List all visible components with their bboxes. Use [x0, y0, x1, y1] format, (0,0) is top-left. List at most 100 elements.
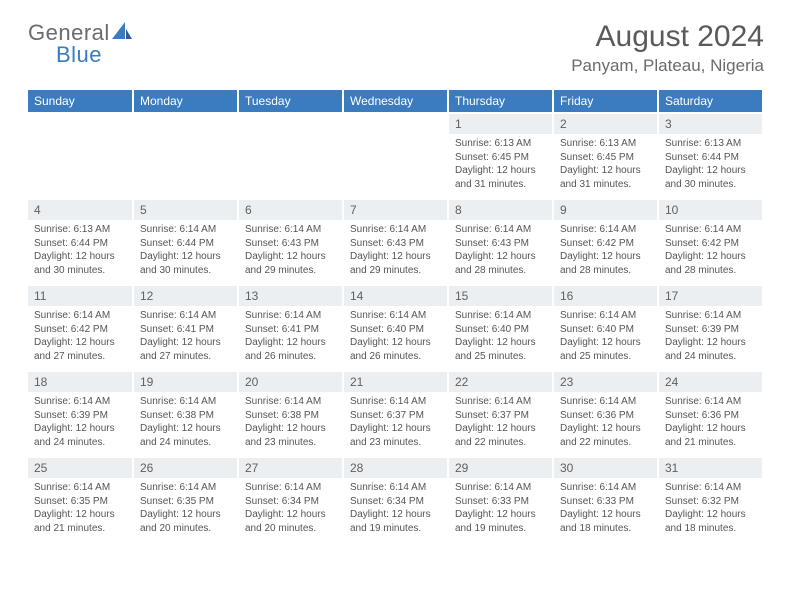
weekday-header: Monday: [133, 90, 238, 112]
calendar-body: 1Sunrise: 6:13 AMSunset: 6:45 PMDaylight…: [28, 112, 763, 542]
weekday-header-row: SundayMondayTuesdayWednesdayThursdayFrid…: [28, 90, 763, 112]
sunset-line: Sunset: 6:37 PM: [455, 409, 546, 423]
sunrise-line: Sunrise: 6:13 AM: [34, 223, 126, 237]
daylight-line: Daylight: 12 hours and 25 minutes.: [455, 336, 546, 363]
day-number: 22: [449, 370, 552, 392]
day-number: 20: [239, 370, 342, 392]
day-number: 13: [239, 284, 342, 306]
calendar-empty-cell: [133, 112, 238, 198]
calendar-day-cell: 23Sunrise: 6:14 AMSunset: 6:36 PMDayligh…: [553, 370, 658, 456]
daylight-line: Daylight: 12 hours and 26 minutes.: [245, 336, 336, 363]
month-title: August 2024: [571, 20, 764, 54]
sunset-line: Sunset: 6:42 PM: [34, 323, 126, 337]
daylight-line: Daylight: 12 hours and 31 minutes.: [455, 164, 546, 191]
day-number: 28: [344, 456, 447, 478]
day-number: 26: [134, 456, 237, 478]
calendar-day-cell: 25Sunrise: 6:14 AMSunset: 6:35 PMDayligh…: [28, 456, 133, 542]
calendar-day-cell: 11 Sunrise: 6:14 AMSunset: 6:42 PMDayligh…: [28, 284, 133, 370]
day-number: 15: [449, 284, 552, 306]
sunrise-line: Sunrise: 6:14 AM: [455, 395, 546, 409]
calendar-day-cell: 17Sunrise: 6:14 AMSunset: 6:39 PMDayligh…: [658, 284, 763, 370]
sunset-line: Sunset: 6:39 PM: [665, 323, 756, 337]
calendar-day-cell: 1Sunrise: 6:13 AMSunset: 6:45 PMDaylight…: [448, 112, 553, 198]
daylight-line: Daylight: 12 hours and 21 minutes.: [34, 508, 126, 535]
weekday-header: Saturday: [658, 90, 763, 112]
day-number: 2: [554, 112, 657, 134]
calendar-day-cell: 15Sunrise: 6:14 AMSunset: 6:40 PMDayligh…: [448, 284, 553, 370]
brand-logo: General Blue: [28, 20, 134, 46]
location-text: Panyam, Plateau, Nigeria: [571, 56, 764, 76]
calendar-day-cell: 13Sunrise: 6:14 AMSunset: 6:41 PMDayligh…: [238, 284, 343, 370]
day-number: 21: [344, 370, 447, 392]
sunrise-line: Sunrise: 6:14 AM: [140, 223, 231, 237]
daylight-line: Daylight: 12 hours and 24 minutes.: [34, 422, 126, 449]
sunset-line: Sunset: 6:40 PM: [560, 323, 651, 337]
day-number: 30: [554, 456, 657, 478]
sunset-line: Sunset: 6:36 PM: [560, 409, 651, 423]
calendar-day-cell: 19Sunrise: 6:14 AMSunset: 6:38 PMDayligh…: [133, 370, 238, 456]
daylight-line: Daylight: 12 hours and 26 minutes.: [350, 336, 441, 363]
sunrise-line: Sunrise: 6:13 AM: [455, 137, 546, 151]
day-number: 19: [134, 370, 237, 392]
day-number: 11: [28, 284, 132, 306]
sunset-line: Sunset: 6:34 PM: [350, 495, 441, 509]
sunrise-line: Sunrise: 6:14 AM: [560, 395, 651, 409]
day-number: 31: [659, 456, 762, 478]
calendar-week-row: 11Sunrise: 6:14 AMSunset: 6:42 PMDayligh…: [28, 284, 763, 370]
day-number: 8: [449, 198, 552, 220]
sunset-line: Sunset: 6:41 PM: [140, 323, 231, 337]
calendar-day-cell: 2Sunrise: 6:13 AMSunset: 6:45 PMDaylight…: [553, 112, 658, 198]
calendar-day-cell: 30Sunrise: 6:14 AMSunset: 6:33 PMDayligh…: [553, 456, 658, 542]
calendar-week-row: 4Sunrise: 6:13 AMSunset: 6:44 PMDaylight…: [28, 198, 763, 284]
calendar-day-cell: 16Sunrise: 6:14 AMSunset: 6:40 PMDayligh…: [553, 284, 658, 370]
daylight-line: Daylight: 12 hours and 24 minutes.: [665, 336, 756, 363]
calendar-day-cell: 28Sunrise: 6:14 AMSunset: 6:34 PMDayligh…: [343, 456, 448, 542]
sunset-line: Sunset: 6:43 PM: [350, 237, 441, 251]
day-number: 6: [239, 198, 342, 220]
calendar-day-cell: 6Sunrise: 6:14 AMSunset: 6:43 PMDaylight…: [238, 198, 343, 284]
sunset-line: Sunset: 6:44 PM: [34, 237, 126, 251]
day-number: 14: [344, 284, 447, 306]
calendar-page: General Blue August 2024 Panyam, Plateau…: [0, 0, 792, 552]
calendar-day-cell: 14Sunrise: 6:14 AMSunset: 6:40 PMDayligh…: [343, 284, 448, 370]
sunrise-line: Sunrise: 6:14 AM: [34, 309, 126, 323]
sunrise-line: Sunrise: 6:14 AM: [455, 481, 546, 495]
day-number: 27: [239, 456, 342, 478]
sunset-line: Sunset: 6:42 PM: [665, 237, 756, 251]
daylight-line: Daylight: 12 hours and 27 minutes.: [140, 336, 231, 363]
daylight-line: Daylight: 12 hours and 28 minutes.: [665, 250, 756, 277]
weekday-header: Friday: [553, 90, 658, 112]
daylight-line: Daylight: 12 hours and 29 minutes.: [350, 250, 441, 277]
daylight-line: Daylight: 12 hours and 30 minutes.: [34, 250, 126, 277]
daylight-line: Daylight: 12 hours and 27 minutes.: [34, 336, 126, 363]
daylight-line: Daylight: 12 hours and 18 minutes.: [665, 508, 756, 535]
calendar-week-row: 18Sunrise: 6:14 AMSunset: 6:39 PMDayligh…: [28, 370, 763, 456]
day-number: 3: [659, 112, 762, 134]
sunset-line: Sunset: 6:38 PM: [140, 409, 231, 423]
sunrise-line: Sunrise: 6:14 AM: [34, 481, 126, 495]
sunrise-line: Sunrise: 6:14 AM: [560, 223, 651, 237]
sunrise-line: Sunrise: 6:14 AM: [140, 395, 231, 409]
calendar-day-cell: 3Sunrise: 6:13 AMSunset: 6:44 PMDaylight…: [658, 112, 763, 198]
calendar-day-cell: 27Sunrise: 6:14 AMSunset: 6:34 PMDayligh…: [238, 456, 343, 542]
sunrise-line: Sunrise: 6:14 AM: [350, 309, 441, 323]
weekday-header: Thursday: [448, 90, 553, 112]
sunrise-line: Sunrise: 6:14 AM: [245, 309, 336, 323]
day-number: 25: [28, 456, 132, 478]
daylight-line: Daylight: 12 hours and 28 minutes.: [560, 250, 651, 277]
sunrise-line: Sunrise: 6:14 AM: [140, 309, 231, 323]
calendar-day-cell: 24Sunrise: 6:14 AMSunset: 6:36 PMDayligh…: [658, 370, 763, 456]
sunset-line: Sunset: 6:33 PM: [455, 495, 546, 509]
calendar-empty-cell: [343, 112, 448, 198]
sunset-line: Sunset: 6:42 PM: [560, 237, 651, 251]
sunrise-line: Sunrise: 6:14 AM: [560, 481, 651, 495]
sunrise-line: Sunrise: 6:14 AM: [350, 223, 441, 237]
sunrise-line: Sunrise: 6:14 AM: [140, 481, 231, 495]
day-number: 5: [134, 198, 237, 220]
sunrise-line: Sunrise: 6:14 AM: [560, 309, 651, 323]
day-number: 23: [554, 370, 657, 392]
calendar-day-cell: 5Sunrise: 6:14 AMSunset: 6:44 PMDaylight…: [133, 198, 238, 284]
sunrise-line: Sunrise: 6:14 AM: [665, 223, 756, 237]
calendar-week-row: 25Sunrise: 6:14 AMSunset: 6:35 PMDayligh…: [28, 456, 763, 542]
daylight-line: Daylight: 12 hours and 30 minutes.: [665, 164, 756, 191]
